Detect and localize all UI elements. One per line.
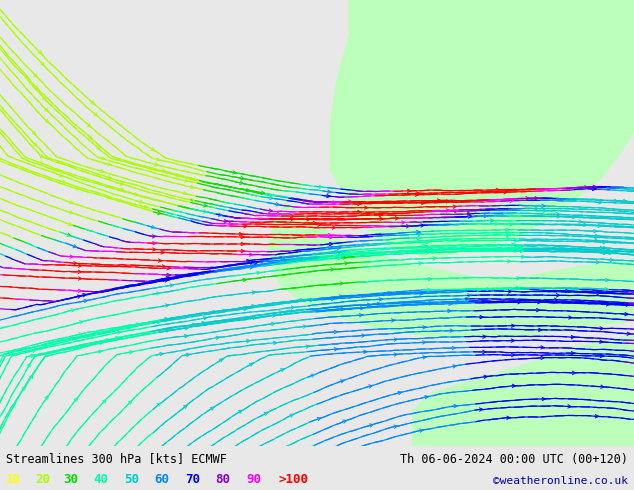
Polygon shape (412, 334, 634, 446)
Text: 90: 90 (246, 473, 261, 487)
Text: 60: 60 (155, 473, 170, 487)
Text: Streamlines 300 hPa [kts] ECMWF: Streamlines 300 hPa [kts] ECMWF (6, 453, 227, 466)
Text: 10: 10 (6, 473, 22, 487)
Text: 20: 20 (35, 473, 50, 487)
Text: 40: 40 (94, 473, 109, 487)
Text: 50: 50 (124, 473, 139, 487)
Text: 70: 70 (185, 473, 200, 487)
Text: 80: 80 (216, 473, 231, 487)
Text: ©weatheronline.co.uk: ©weatheronline.co.uk (493, 476, 628, 487)
Text: 30: 30 (63, 473, 79, 487)
Polygon shape (330, 0, 634, 259)
Text: Th 06-06-2024 00:00 UTC (00+120): Th 06-06-2024 00:00 UTC (00+120) (399, 453, 628, 466)
Text: >100: >100 (279, 473, 309, 487)
Polygon shape (266, 201, 634, 339)
